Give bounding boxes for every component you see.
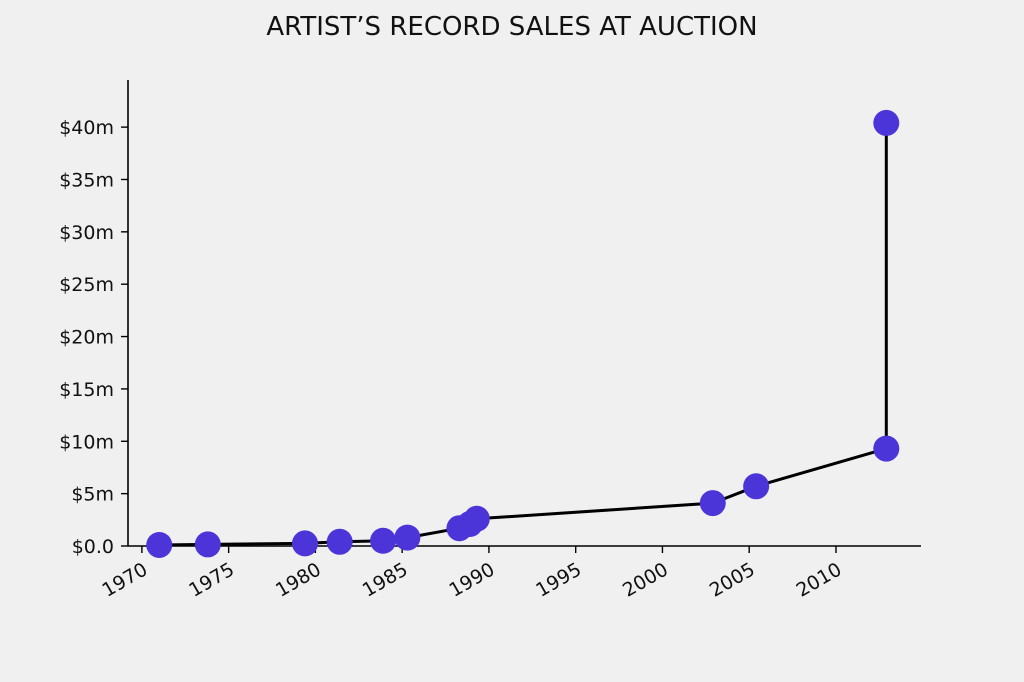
y-tick-label: $30m (59, 222, 114, 244)
data-point (873, 435, 900, 462)
x-tick-label: 2010 (793, 558, 846, 601)
y-tick-label: $20m (59, 327, 114, 349)
y-tick-label: $15m (59, 379, 114, 401)
y-tick-label: $25m (59, 274, 114, 296)
data-point (194, 531, 221, 558)
plot-area (146, 109, 900, 558)
x-tick-label: 1985 (359, 558, 412, 601)
data-point (146, 531, 173, 558)
data-point (463, 505, 490, 532)
y-tick-label: $40m (59, 117, 114, 139)
y-tick-label: $35m (59, 169, 114, 191)
y-tick-label: $0.0 (72, 536, 114, 558)
series-line (159, 122, 888, 547)
x-tick-label: 1970 (99, 558, 152, 601)
data-point (326, 528, 353, 555)
data-point (291, 530, 318, 557)
x-tick-label: 1980 (272, 558, 325, 601)
x-tick-label: 1990 (446, 558, 499, 601)
axes: $0.0 $5m $10m $15m $20m $25m $30m $35m $40m 1970 1… (59, 80, 921, 602)
data-point (743, 473, 770, 500)
x-tick-label: 2005 (706, 558, 759, 601)
data-point (699, 490, 726, 517)
data-point (394, 524, 421, 551)
x-tick-label: 2000 (619, 558, 672, 601)
data-point (873, 109, 900, 136)
chart-title: ARTIST’S RECORD SALES AT AUCTION (266, 12, 757, 42)
x-tick-label: 1995 (532, 558, 585, 601)
data-point (370, 527, 397, 554)
y-tick-label: $5m (71, 484, 114, 506)
y-tick-label: $10m (59, 431, 114, 453)
x-tick-label: 1975 (185, 558, 238, 601)
